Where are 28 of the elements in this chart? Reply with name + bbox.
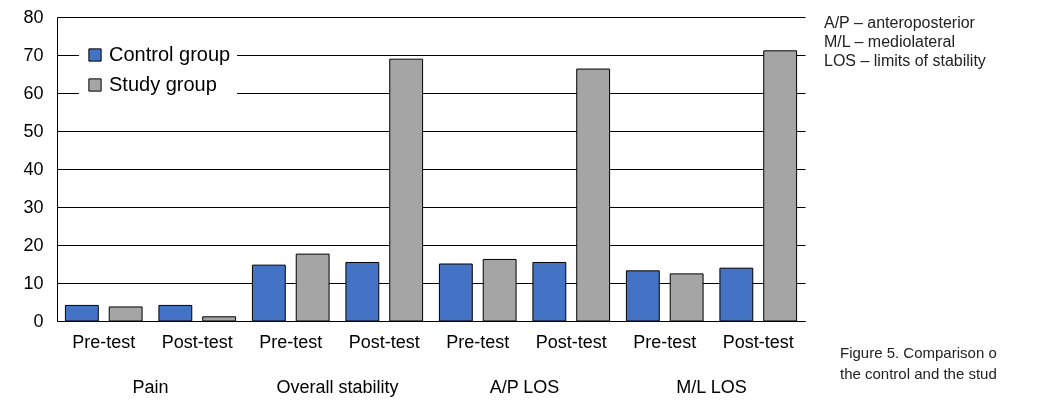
y-tick-label: 70 xyxy=(23,44,44,65)
text: A/P LOS xyxy=(489,377,560,397)
x-tick-label: Post-test xyxy=(348,331,420,352)
legend-label: Control group xyxy=(109,43,231,65)
y-tick-label: 20 xyxy=(23,234,44,255)
y-tick-label: 60 xyxy=(23,82,44,103)
y-tick-label: 0 xyxy=(33,310,44,331)
text: Overall stability xyxy=(276,377,399,397)
caption: Figure 5. Comparison o xyxy=(840,343,997,362)
text: A/P – anteroposterior xyxy=(824,13,975,32)
x-tick-label: Post-test xyxy=(161,331,233,352)
text: M/L LOS xyxy=(676,377,747,397)
x-tick-label: Pre-test xyxy=(446,331,510,352)
text: LOS – limits of stability xyxy=(824,51,986,70)
x-tick-label: Pre-test xyxy=(259,331,323,352)
legend-label: Study group xyxy=(109,73,217,95)
y-tick-label: 10 xyxy=(23,272,44,293)
x-tick-label: Post-test xyxy=(722,331,794,352)
y-tick-label: 50 xyxy=(23,120,44,141)
text: M/L – mediolateral xyxy=(824,32,956,51)
y-tick-label: 80 xyxy=(23,6,44,27)
x-tick-label: Pre-test xyxy=(72,331,136,352)
x-tick-label: Pre-test xyxy=(633,331,697,352)
x-tick-label: Post-test xyxy=(535,331,607,352)
text: the control and the stud xyxy=(840,364,997,383)
y-tick-label: 30 xyxy=(23,196,44,217)
text: Pain xyxy=(132,377,169,397)
y-tick-label: 40 xyxy=(23,158,44,179)
